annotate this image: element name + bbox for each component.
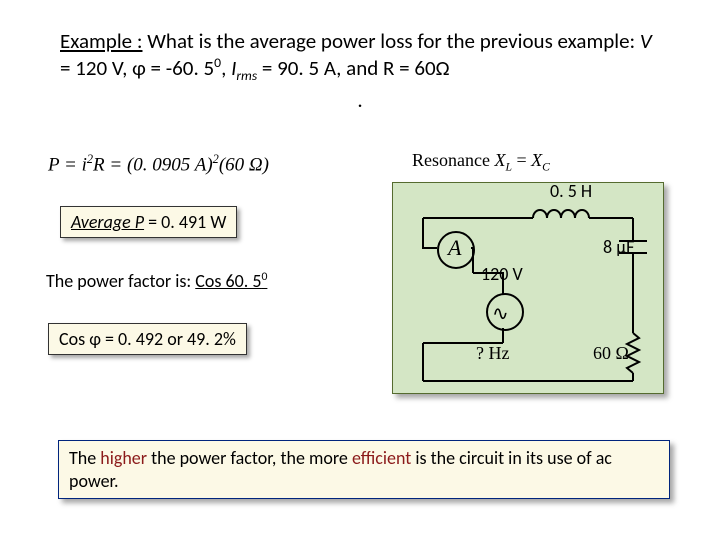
power-equation: P = i2R = (0. 0905 A)2(60 Ω) [48, 152, 269, 176]
voltage-label: 120 V [481, 263, 523, 285]
resistor-label: 60 Ω [593, 343, 629, 364]
cos-phi-box: Cos φ = 0. 492 or 49. 2% [48, 323, 247, 355]
comma-sep: , [221, 55, 231, 81]
average-p-label: Average P [71, 211, 144, 233]
pf-cos: Cos 60. 50 [195, 270, 267, 292]
ohm-symbol: Ω [436, 55, 450, 81]
conclusion-box: The higher the power factor, the more ef… [58, 440, 670, 499]
i-rms-sub: rms [236, 67, 257, 84]
power-factor-line: The power factor is: Cos 60. 50 [46, 270, 267, 292]
example-label: Example : [60, 28, 142, 54]
inductor-label: 0. 5 H [550, 180, 592, 202]
resonance-eq: = [512, 150, 531, 170]
cos-phi-text: Cos φ = 0. 492 or 49. 2% [59, 328, 236, 350]
pf-cos-sup: 0 [261, 270, 267, 284]
question-text: What is the average power loss for the p… [142, 28, 639, 54]
resonance-xc: X [531, 150, 542, 170]
power-eq-post: (60 Ω) [219, 154, 269, 175]
example-title: Example : What is the average power loss… [60, 28, 660, 113]
v-symbol: V [640, 28, 652, 54]
resonance-text: Resonance XL = XC [412, 150, 550, 174]
v-equals: = 120 V, [60, 55, 132, 81]
average-p-value: = 0. 491 W [144, 211, 226, 233]
phi-equals: = -60. 5 [146, 55, 214, 81]
circuit-panel: 0. 5 H A 8 μF 120 V ∿ ? Hz 60 Ω [392, 182, 664, 394]
pf-pre: The power factor is: [46, 270, 195, 292]
frequency-label: ? Hz [476, 343, 509, 364]
sine-icon: ∿ [492, 301, 509, 326]
title-dot: . [357, 87, 362, 113]
resonance-label: Resonance [412, 150, 494, 170]
power-eq-pre: P = i [48, 154, 87, 175]
footer-higher: higher [100, 447, 147, 469]
phi-symbol: φ [132, 55, 146, 81]
pf-cos-text: Cos 60. 5 [195, 270, 261, 292]
footer-t1: The [69, 447, 100, 469]
ammeter-label: A [448, 235, 461, 261]
footer-efficient: efficient [352, 447, 411, 469]
capacitor-label: 8 μF [603, 236, 634, 258]
resonance-c-sub: C [542, 161, 550, 174]
power-eq-mid: R = (0. 0905 A) [93, 154, 213, 175]
resonance-xl: X [494, 150, 505, 170]
i-equals: = 90. 5 A, and R = 60 [257, 55, 436, 81]
average-power-box: Average P = 0. 491 W [60, 206, 237, 238]
footer-t2: the power factor, the more [147, 447, 352, 469]
